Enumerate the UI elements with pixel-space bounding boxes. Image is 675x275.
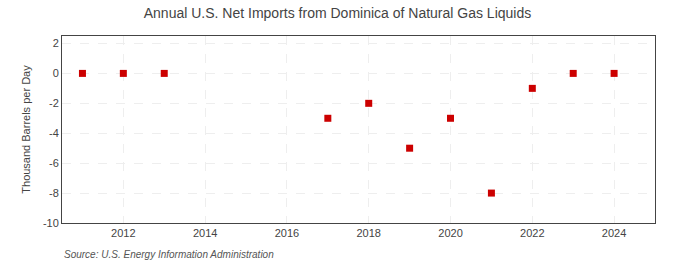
svg-text:Thousand Barrels per Day: Thousand Barrels per Day — [20, 65, 32, 194]
svg-text:Annual U.S. Net Imports from D: Annual U.S. Net Imports from Dominica of… — [144, 5, 532, 21]
svg-text:2016: 2016 — [275, 227, 299, 239]
svg-text:Source: U.S. Energy Informatio: Source: U.S. Energy Information Administ… — [64, 249, 274, 260]
svg-text:-6: -6 — [49, 157, 59, 169]
svg-text:-10: -10 — [43, 217, 59, 229]
svg-text:-2: -2 — [49, 97, 59, 109]
svg-text:2022: 2022 — [520, 227, 544, 239]
svg-text:0: 0 — [53, 67, 59, 79]
svg-text:2014: 2014 — [193, 227, 217, 239]
svg-text:2024: 2024 — [602, 227, 626, 239]
svg-text:-8: -8 — [49, 187, 59, 199]
svg-text:2: 2 — [53, 37, 59, 49]
svg-text:-4: -4 — [49, 127, 59, 139]
svg-text:2020: 2020 — [438, 227, 462, 239]
svg-text:2018: 2018 — [356, 227, 380, 239]
svg-text:2012: 2012 — [111, 227, 135, 239]
